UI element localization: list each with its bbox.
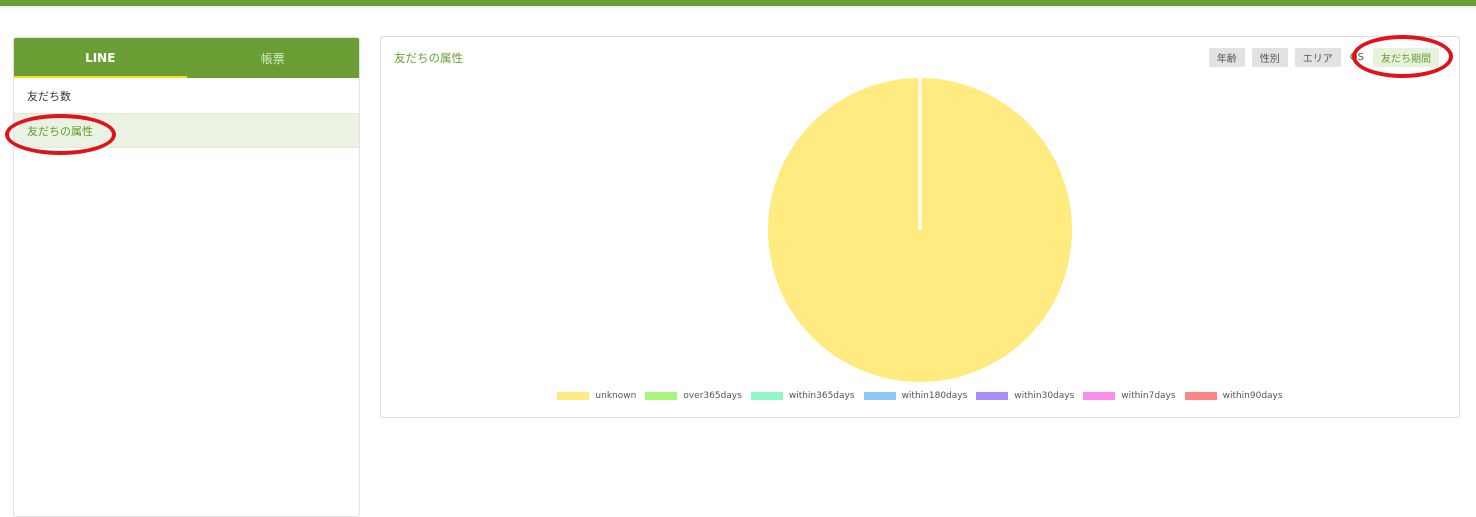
sidebar: LINE 帳票 友だち数 友だちの属性 [13,37,360,517]
filter-buttons: 年齢 性別 エリア OS 友だち期間 [1208,48,1439,67]
filter-gender-button[interactable]: 性別 [1251,48,1288,67]
sidebar-item-label: 友だちの属性 [27,124,93,138]
panel-title: 友だちの属性 [394,51,463,65]
sidebar-menu: 友だち数 友だちの属性 [14,78,359,148]
legend-label: unknown [595,391,637,401]
filter-age-button[interactable]: 年齢 [1208,48,1245,67]
legend-swatch [1083,392,1116,400]
legend-item-within180days[interactable]: within180days [863,391,968,401]
legend-item-unknown[interactable]: unknown [557,391,636,401]
sidebar-item-friend-count[interactable]: 友だち数 [14,78,359,113]
legend-item-over365days[interactable]: over365days [645,391,742,401]
legend-swatch [557,392,590,400]
filter-friend-period-button[interactable]: 友だち期間 [1373,48,1439,67]
legend-swatch [1184,392,1217,400]
tab-reports[interactable]: 帳票 [260,51,285,66]
legend-label: within365days [788,391,855,401]
pie-chart [768,78,1072,382]
legend-item-within90days[interactable]: within90days [1184,391,1283,401]
tab-line[interactable]: LINE [14,38,187,78]
sidebar-tabs: LINE 帳票 [14,38,359,78]
legend-swatch [976,392,1009,400]
legend-item-within30days[interactable]: within30days [976,391,1074,401]
sidebar-item-friend-attributes[interactable]: 友だちの属性 [14,113,359,148]
legend-label: over365days [683,391,742,401]
legend-swatch [645,392,678,400]
legend-label: within30days [1014,391,1075,401]
top-accent-bar [0,0,1476,6]
sidebar-item-label: 友だち数 [27,89,71,103]
legend-label: within7days [1121,391,1176,401]
legend-item-within365days[interactable]: within365days [750,391,855,401]
legend-swatch [750,392,783,400]
chart-panel: 友だちの属性 年齢 性別 エリア OS 友だち期間 unknown over365… [380,36,1460,418]
legend-swatch [863,392,896,400]
filter-area-button[interactable]: エリア [1294,48,1341,67]
legend-label: within180days [901,391,968,401]
chart-legend: unknown over365days within365days within180… [381,391,1459,401]
legend-item-within7days[interactable]: within7days [1083,391,1176,401]
top-bar-shadow [0,6,1476,9]
legend-label: within90days [1222,391,1283,401]
